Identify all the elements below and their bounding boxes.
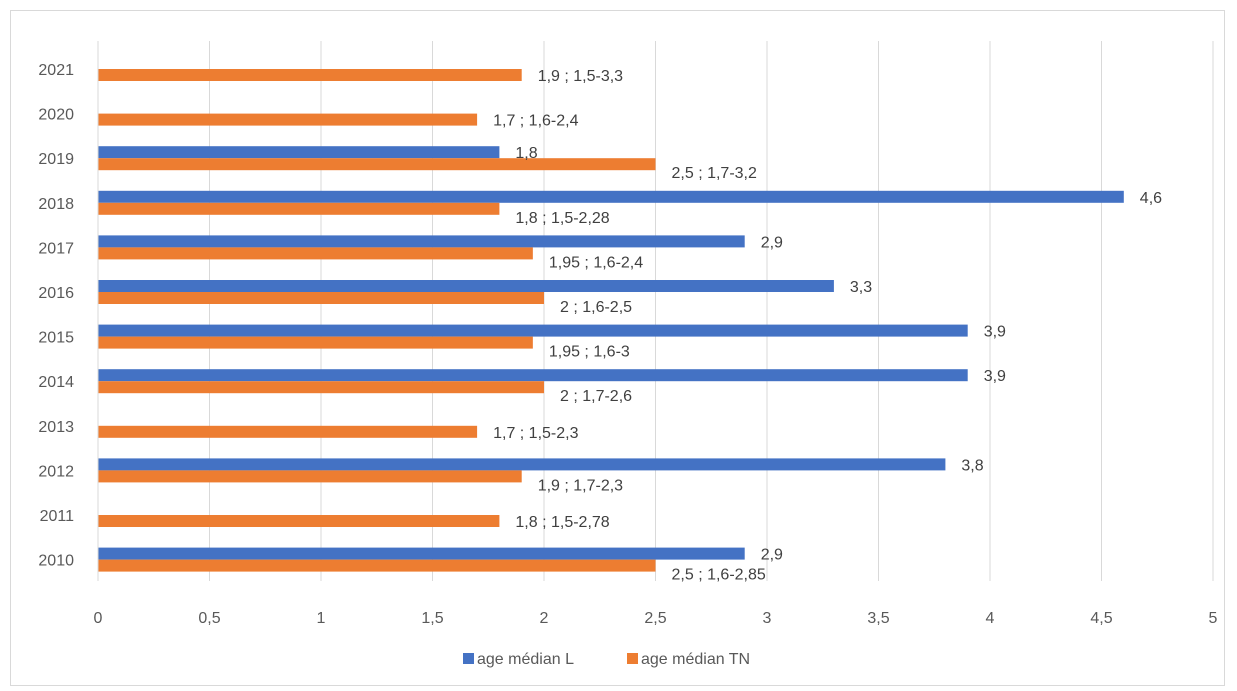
bar-age-median-tn <box>98 381 544 394</box>
x-tick-label: 5 <box>1209 610 1218 627</box>
x-tick-label: 1,5 <box>421 610 443 627</box>
bar-age-median-tn <box>98 292 544 304</box>
bar-age-median-l <box>98 235 745 248</box>
legend-label-tn: age médian TN <box>641 651 750 668</box>
data-label-tn: 2,5 ; 1,6-2,85 <box>672 567 766 584</box>
data-label-l: 3,9 <box>984 324 1006 341</box>
y-tick-label: 2013 <box>38 419 74 436</box>
bar-age-median-l <box>98 458 946 471</box>
legend-label-l: age médian L <box>477 651 574 668</box>
x-tick-label: 0,5 <box>198 610 220 627</box>
x-tick-label: 1 <box>317 610 326 627</box>
bar-chart: 2,9 2,5 ; 1,6-2,85 1,8 ; 1,5-2,78 3,8 1,9 ; … <box>38 41 1218 668</box>
data-label-l: 4,6 <box>1140 190 1162 207</box>
data-label-l: 3,3 <box>850 279 872 296</box>
bar-age-median-tn <box>98 515 500 527</box>
data-label-tn: 1,9 ; 1,7-2,3 <box>538 477 623 494</box>
y-tick-label: 2014 <box>38 374 74 391</box>
data-label-tn: 2 ; 1,6-2,5 <box>560 299 632 316</box>
bar-age-median-tn <box>98 247 533 260</box>
gridlines <box>97 41 1214 581</box>
data-label-tn: 1,9 ; 1,5-3,3 <box>538 68 623 85</box>
legend-swatch-tn <box>627 653 638 664</box>
x-tick-label: 0 <box>94 610 103 627</box>
y-tick-label: 2021 <box>38 62 74 79</box>
bar-age-median-tn <box>98 69 522 81</box>
bar-age-median-l <box>98 369 968 382</box>
data-label-tn: 2,5 ; 1,7-3,2 <box>672 165 757 182</box>
data-label-tn: 1,95 ; 1,6-2,4 <box>549 254 643 271</box>
x-tick-label: 2,5 <box>644 610 666 627</box>
data-label-l: 3,9 <box>984 368 1006 385</box>
y-tick-label: 2020 <box>38 107 74 124</box>
data-labels: 2,9 2,5 ; 1,6-2,85 1,8 ; 1,5-2,78 3,8 1,9 ; … <box>493 68 1162 584</box>
bar-age-median-l <box>98 324 968 337</box>
data-label-tn: 1,7 ; 1,6-2,4 <box>493 113 578 130</box>
bar-age-median-tn <box>98 559 656 572</box>
bar-age-median-tn <box>98 158 656 171</box>
bar-age-median-tn <box>98 113 478 126</box>
chart-frame: 2,9 2,5 ; 1,6-2,85 1,8 ; 1,5-2,78 3,8 1,9 ; … <box>10 10 1225 686</box>
bar-age-median-l <box>98 547 745 560</box>
bar-age-median-tn <box>98 425 478 438</box>
bar-age-median-tn <box>98 470 522 483</box>
data-label-tn: 1,8 ; 1,5-2,78 <box>515 514 609 531</box>
data-label-tn: 2 ; 1,7-2,6 <box>560 388 632 405</box>
y-tick-label: 2011 <box>40 508 75 525</box>
bar-age-median-tn <box>98 202 500 215</box>
bar-age-median-l <box>98 280 834 292</box>
data-label-l: 2,9 <box>761 234 783 251</box>
x-tick-label: 4,5 <box>1090 610 1112 627</box>
bar-age-median-tn <box>98 336 533 349</box>
bars <box>98 69 1124 572</box>
data-label-tn: 1,7 ; 1,5-2,3 <box>493 425 578 442</box>
y-tick-label: 2017 <box>38 240 74 257</box>
x-tick-label: 2 <box>540 610 549 627</box>
data-label-tn: 1,8 ; 1,5-2,28 <box>515 210 609 227</box>
x-tick-label: 4 <box>986 610 995 627</box>
data-label-l: 1,8 <box>515 145 537 162</box>
y-tick-label: 2012 <box>38 463 74 480</box>
y-tick-label: 2018 <box>38 196 74 213</box>
x-tick-label: 3 <box>763 610 772 627</box>
data-label-l: 3,8 <box>961 457 983 474</box>
x-tick-label: 3,5 <box>867 610 889 627</box>
bar-age-median-l <box>98 190 1124 203</box>
bar-age-median-l <box>98 146 500 159</box>
x-axis: 0 0,5 1 1,5 2 2,5 3 3,5 4 4,5 5 <box>94 610 1218 627</box>
data-label-tn: 1,95 ; 1,6-3 <box>549 344 630 361</box>
y-axis: 2010 2011 2012 2013 2014 2015 2016 2017 2018 2019… <box>38 41 99 581</box>
legend: age médian L age médian TN <box>463 651 750 668</box>
y-tick-label: 2016 <box>38 285 74 302</box>
data-label-l: 2,9 <box>761 547 783 564</box>
y-tick-label: 2019 <box>38 151 74 168</box>
y-tick-label: 2010 <box>38 553 74 570</box>
legend-swatch-l <box>463 653 474 664</box>
y-tick-label: 2015 <box>38 330 74 347</box>
